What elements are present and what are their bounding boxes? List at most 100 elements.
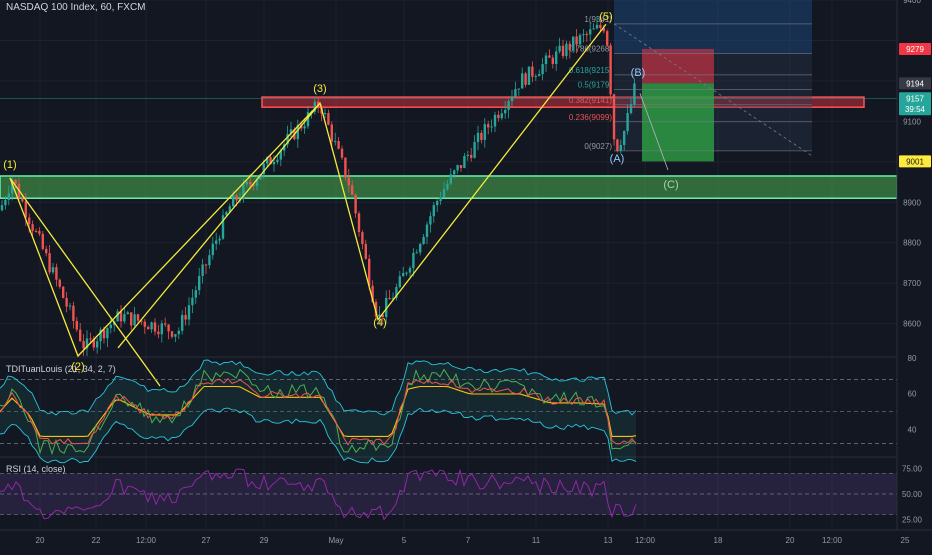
candle-body [143,321,146,327]
candle-body [153,322,157,332]
candle-body [374,301,378,317]
candle-body [442,189,446,198]
grid-layer [0,0,932,530]
tdi-tick-label: 80 [908,354,917,363]
rsi-tick-label: 50.00 [902,490,923,499]
candle-body [191,297,194,306]
x-tick-label: May [328,536,343,545]
candle-body [55,267,58,280]
candle-body [371,285,374,302]
candle-body [313,101,316,112]
candle-body [340,148,344,158]
rsi-title: RSI (14, close) [6,464,66,474]
candle-body [500,113,503,119]
candle-body [221,215,225,239]
candle-body [136,314,140,321]
candle-body [385,298,388,318]
x-tick-label: 18 [714,536,723,545]
fib-level-label: 0.786(9268) [569,44,612,53]
fib-level-label: 0.236(9099) [569,113,612,122]
candle-body [534,76,537,78]
candle-body [259,174,262,180]
candle-body [177,330,180,335]
candle-body [51,267,55,273]
candle-body [150,322,153,330]
rsi-tick-label: 75.00 [902,464,923,473]
candle-body [412,252,415,269]
candle-body [541,64,544,75]
x-tick-label: 5 [402,536,407,545]
candle-body [75,320,78,330]
candle-body [548,55,551,58]
fib-level-label: 0.618(9215) [569,66,612,75]
candle-body [289,129,293,135]
candle-body [589,29,592,35]
profit-box-green [642,83,714,162]
y-tick-label: 8900 [903,198,921,207]
candle-body [279,150,282,160]
candle-body [449,174,452,184]
x-tick-label: 12:00 [136,536,157,545]
candle-body [568,43,571,51]
candle-body [167,324,170,332]
candle-body [262,163,265,175]
candle-body [378,314,381,317]
candle-body [544,55,548,65]
candle-body [405,272,408,274]
price-badge-label: 9001 [906,157,924,166]
candle-body [483,124,486,140]
target-box-blue [614,0,812,54]
resistance-zone [261,96,865,108]
candle-body [493,114,497,127]
candle-body [364,244,367,259]
candles-layer[interactable] [0,16,636,357]
candle-body [4,199,7,206]
fib-level-label: 1(9341) [584,15,612,24]
candle-body [480,132,483,140]
candle-body [62,286,65,298]
candle-body [245,181,248,185]
tdi-lower-band [0,407,637,464]
candle-body [272,161,276,165]
candle-body [436,200,439,206]
candle-body [106,328,109,339]
candle-body [381,314,384,318]
candle-body [327,113,330,125]
candle-body [490,126,493,128]
tdi-price-line [0,368,637,456]
y-tick-label: 9100 [903,117,921,126]
candle-body [572,36,575,51]
candle-body [408,268,412,273]
fib-trend-line [613,23,813,157]
x-tick-label: 7 [466,536,471,545]
corrective-wave-label: (B) [631,67,646,79]
candle-body [225,212,228,216]
candle-body [276,159,279,162]
y-tick-label: 9400 [903,0,921,5]
x-tick-label: 13 [604,536,613,545]
candle-body [446,183,449,190]
candle-body [65,297,68,307]
x-tick-label: 25 [901,536,910,545]
wave-label: (2) [71,361,84,373]
candle-body [184,315,187,320]
candle-body [170,331,174,337]
candle-body [419,244,422,253]
wave-label: (3) [313,83,326,95]
candle-body [429,216,432,225]
candle-body [85,338,89,349]
candle-body [524,73,527,85]
candle-body [119,311,123,322]
candle-body [599,24,602,29]
price-badge-label: 9157 [906,94,924,103]
candle-body [347,177,350,186]
candle-body [34,230,38,232]
candle-body [476,132,480,142]
candle-body [629,104,633,114]
candle-body [578,35,582,45]
candle-body [140,320,143,322]
candle-body [266,157,269,164]
tdi-tick-label: 60 [908,390,917,399]
